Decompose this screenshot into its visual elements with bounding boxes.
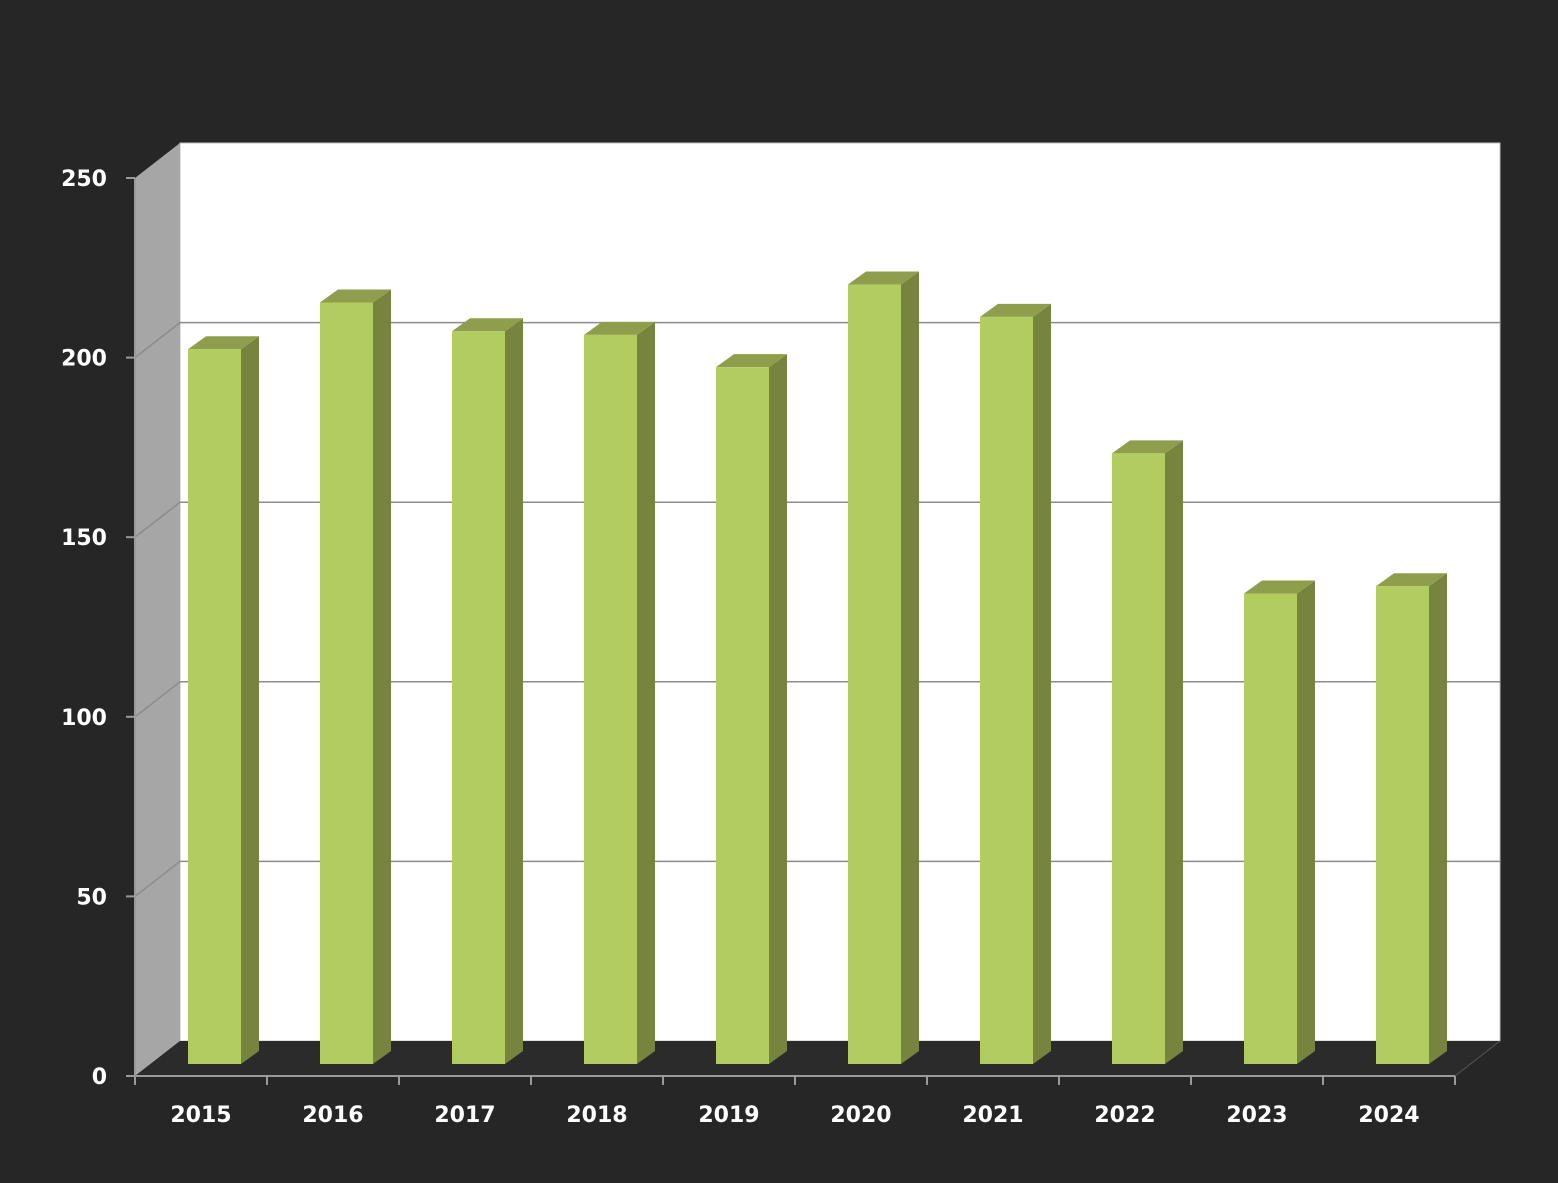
bar [452,318,523,1064]
bar-front [848,284,901,1064]
bar-side [1033,303,1051,1064]
side-wall [135,143,180,1076]
gridline [134,860,1500,897]
y-tick-label: 0 [92,1065,107,1090]
bar-front [1376,586,1429,1064]
x-axis-tick-labels: 2015 2016 2017 2018 2019 2020 2021 2022 2023 2024 [170,1103,1419,1128]
bar-front [1244,593,1297,1064]
axes [126,177,1501,1085]
bar-side [637,321,655,1065]
bar-front [1112,453,1165,1064]
y-tick-label: 150 [61,526,107,551]
x-tick-label: 2022 [1094,1103,1155,1128]
bar-top [1244,580,1315,594]
bar-top [1112,440,1183,454]
bar-top [320,289,391,303]
x-tick-label: 2015 [170,1103,231,1128]
bar-front [980,316,1033,1064]
bar-side [1297,580,1315,1064]
gridlines [134,321,1500,897]
bar-front [452,331,505,1064]
bar [584,321,655,1065]
floor-edge [1454,1040,1501,1077]
gridline [134,321,1500,359]
bar-top [188,336,259,350]
bar-side [505,318,523,1064]
x-tick-label: 2017 [434,1103,495,1128]
bar-top [716,354,787,368]
bar-front [716,367,769,1065]
bar-side [373,289,391,1065]
gridline [134,501,1500,538]
bars [188,271,1447,1065]
bar-side [1429,573,1447,1064]
bar [1376,573,1447,1064]
y-axis-tick-labels: 0 50 100 150 200 250 [61,167,107,1090]
x-tick-label: 2021 [962,1103,1023,1128]
bar-top [452,318,523,332]
bar-side [241,336,259,1064]
x-tick-label: 2023 [1226,1103,1287,1128]
x-tick-label: 2024 [1358,1103,1419,1128]
bar-front [188,349,241,1064]
x-tick-label: 2020 [830,1103,891,1128]
bar-front [584,334,637,1065]
bar-side [1165,440,1183,1064]
bar [1112,440,1183,1064]
gridline [134,681,1500,718]
bar-top [848,271,919,285]
bar [980,303,1051,1064]
bar [320,289,391,1065]
bar-side [769,354,787,1065]
bar-top [584,321,655,335]
bar [716,354,787,1065]
bar [848,271,919,1064]
y-tick-label: 50 [76,885,107,910]
x-tick-label: 2019 [698,1103,759,1128]
y-tick-label: 250 [61,167,107,192]
y-tick-label: 100 [61,706,107,731]
bar [1244,580,1315,1064]
bar-side [901,271,919,1064]
x-tick-label: 2016 [302,1103,363,1128]
bar-front [320,302,373,1065]
y-tick-label: 200 [61,347,107,372]
bar-top [1376,573,1447,587]
bar-top [980,303,1051,317]
x-tick-label: 2018 [566,1103,627,1128]
bar [188,336,259,1064]
